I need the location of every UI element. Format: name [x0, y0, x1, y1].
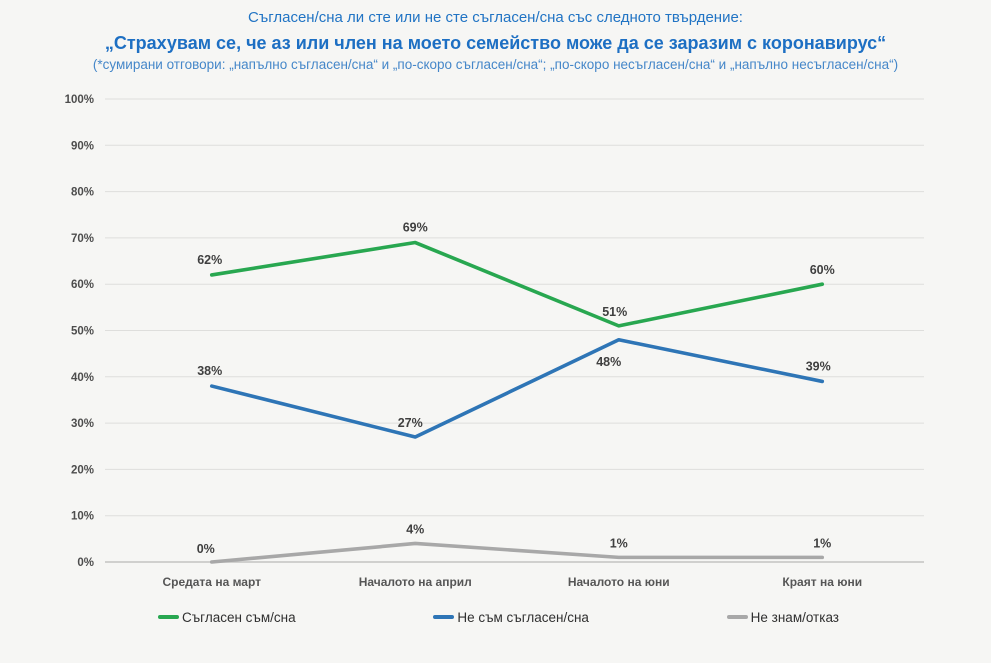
chart-legend: Съгласен съм/сна Не съм съгласен/сна Не … [0, 604, 991, 630]
legend-item-agree: Съгласен съм/сна [158, 610, 296, 625]
data-label: 1% [813, 536, 831, 550]
legend-marker-disagree-icon [433, 615, 455, 619]
y-axis-tick-label: 70% [71, 233, 94, 245]
y-axis-tick-label: 60% [71, 279, 94, 291]
survey-question-line: Съгласен/сна ли сте или не сте съгласен/… [248, 9, 743, 26]
data-label: 27% [398, 416, 423, 430]
data-label: 1% [610, 536, 628, 550]
legend-marker-dontknow-icon [726, 615, 748, 619]
y-axis-tick-label: 100% [65, 94, 94, 106]
data-label: 48% [596, 355, 621, 369]
x-axis-category-label: Краят на юни [782, 575, 862, 589]
chart-title: „Страхувам се, че аз или член на моето с… [104, 32, 887, 53]
legend-marker-agree-icon [158, 615, 179, 619]
legend-item-dontknow: Не знам/отказ [726, 609, 839, 625]
series-line-2 [209, 541, 825, 564]
y-axis-tick-label: 30% [71, 418, 94, 430]
chart-subtitle: (*сумирани отговори: „напълно съгласен/с… [92, 57, 899, 73]
y-axis-tick-label: 20% [71, 465, 94, 477]
data-label: 4% [406, 523, 424, 537]
x-axis-category-label: Началото на юни [568, 575, 670, 589]
chart-canvas: 0% 10% 20% 30% 40% 50% 60% 70% 80% 90% 100% Средата… [65, 94, 924, 589]
data-label: 69% [403, 221, 428, 235]
y-axis-tick-label: 0% [77, 557, 94, 569]
legend-item-disagree: Не съм съгласен/сна [433, 610, 589, 625]
series-line-0 [209, 240, 825, 328]
y-axis-tick-label: 40% [71, 372, 94, 384]
data-label: 60% [810, 263, 835, 277]
y-axis-tick-label: 90% [71, 140, 94, 152]
legend-label-dontknow: Не знам/отказ [750, 609, 839, 625]
y-axis-tick-label: 80% [71, 187, 94, 199]
legend-label-disagree: Не съм съгласен/сна [457, 609, 589, 625]
chart-header: Съгласен/сна ли сте или не сте съгласен/… [0, 0, 991, 74]
y-axis-tick-label: 10% [71, 511, 94, 523]
y-axis-tick-label: 50% [71, 326, 94, 338]
series-line-1 [209, 338, 825, 439]
legend-label-agree: Съгласен съм/сна [182, 609, 296, 625]
data-label: 51% [602, 305, 627, 319]
x-axis-category-label: Средата на март [162, 575, 261, 589]
data-label: 62% [197, 253, 222, 267]
data-label: 0% [197, 542, 215, 556]
x-axis-category-label: Началото на април [359, 575, 472, 589]
data-label: 39% [806, 360, 831, 374]
data-label: 38% [197, 364, 222, 378]
